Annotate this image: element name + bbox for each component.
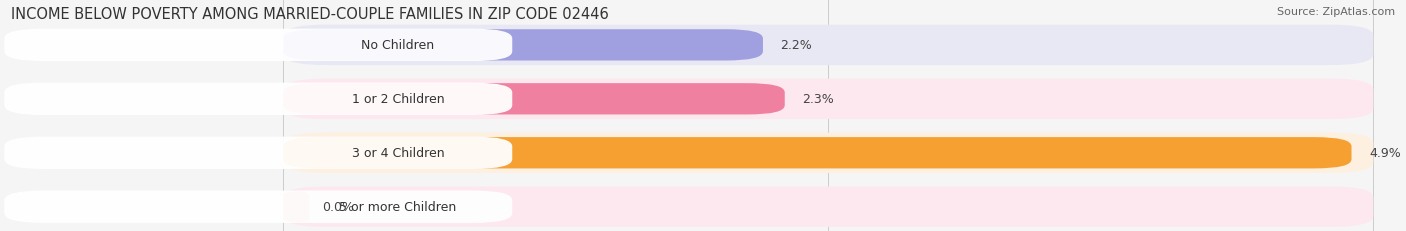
FancyBboxPatch shape [284,79,1374,119]
FancyBboxPatch shape [284,191,309,222]
FancyBboxPatch shape [4,83,512,116]
Text: 3 or 4 Children: 3 or 4 Children [352,147,444,160]
FancyBboxPatch shape [284,30,763,61]
Text: 2.3%: 2.3% [803,93,834,106]
Text: 5 or more Children: 5 or more Children [339,200,457,213]
Text: 2.2%: 2.2% [780,39,813,52]
FancyBboxPatch shape [4,191,512,223]
FancyBboxPatch shape [284,187,1374,227]
Text: Source: ZipAtlas.com: Source: ZipAtlas.com [1277,7,1395,17]
FancyBboxPatch shape [4,137,512,169]
FancyBboxPatch shape [4,30,512,62]
Text: 1 or 2 Children: 1 or 2 Children [352,93,444,106]
Text: 0.0%: 0.0% [322,200,354,213]
Text: 4.9%: 4.9% [1369,147,1400,160]
FancyBboxPatch shape [284,84,785,115]
Text: INCOME BELOW POVERTY AMONG MARRIED-COUPLE FAMILIES IN ZIP CODE 02446: INCOME BELOW POVERTY AMONG MARRIED-COUPL… [11,7,609,22]
FancyBboxPatch shape [284,25,1374,66]
FancyBboxPatch shape [284,133,1374,173]
FancyBboxPatch shape [284,137,1351,169]
Text: No Children: No Children [361,39,434,52]
